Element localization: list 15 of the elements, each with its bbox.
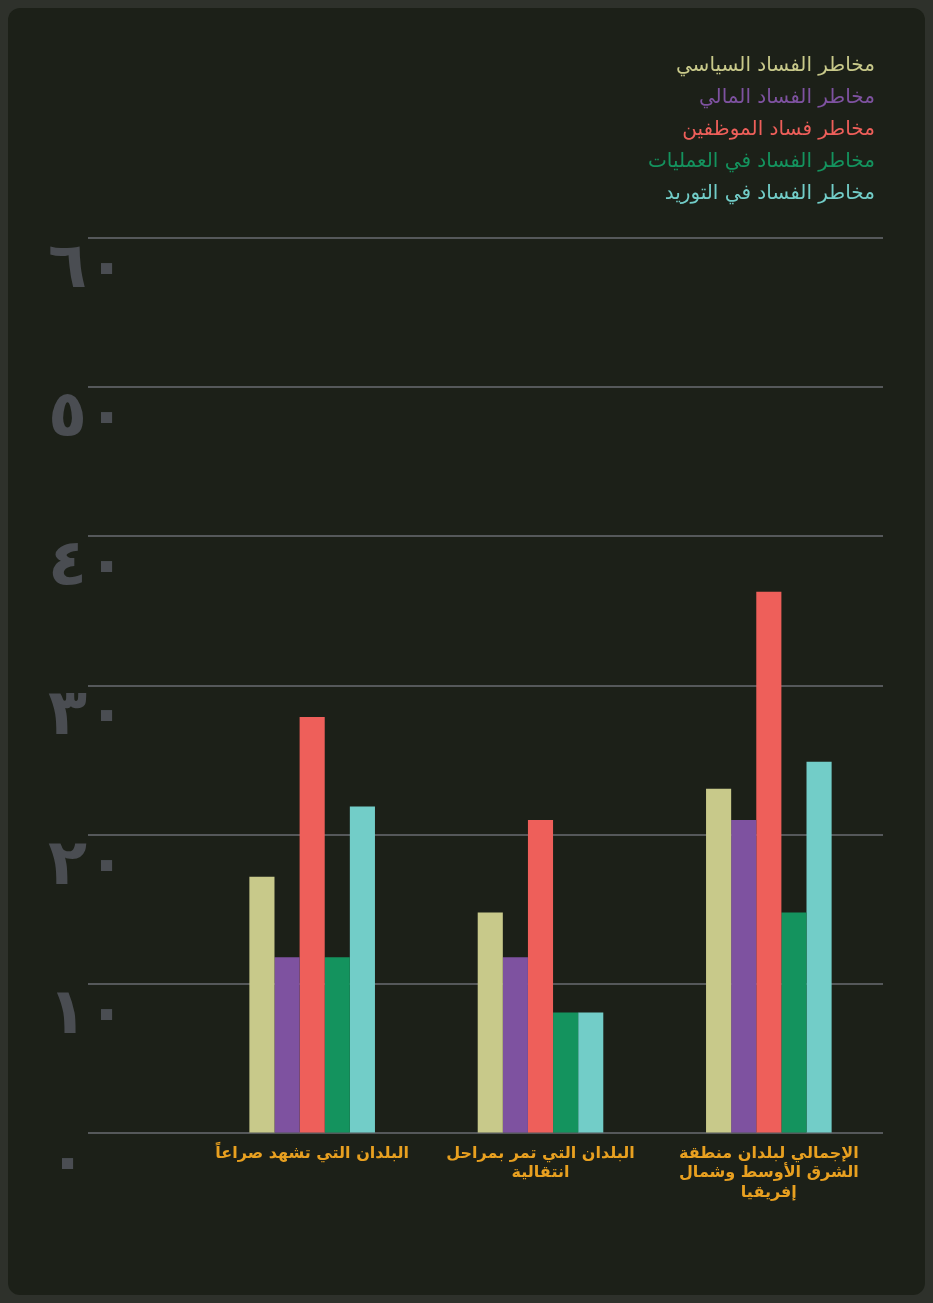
y-tick-label: ٢٠ [48, 824, 127, 899]
x-tick-label: البلدان التي تشهد صراعاً [215, 1140, 410, 1164]
text: مخاطر الفساد في العمليات [647, 147, 875, 175]
y-tick-label: ٠ [48, 1123, 88, 1198]
text: مخاطر الفساد المالي [697, 83, 875, 111]
y-tick-label: ٥٠ [48, 376, 127, 451]
text: مخاطر الفساد في التوريد [663, 179, 875, 207]
y-tick-label: ٣٠ [48, 675, 127, 750]
y-tick-label: ٦٠ [48, 227, 127, 302]
y-tick-label: ٤٠ [48, 526, 127, 601]
text: مخاطر الفساد السياسي [674, 51, 875, 79]
text: مخاطر فساد الموظفين [681, 115, 875, 142]
x-tick-label: الإجمالي لبلدان منطقة الشرق الأوسط وشمال إفريقيا [678, 1143, 859, 1201]
x-tick-label: البلدان التي تمر بمراحل انتقالية [446, 1143, 635, 1182]
y-tick-label: ١٠ [48, 973, 127, 1048]
